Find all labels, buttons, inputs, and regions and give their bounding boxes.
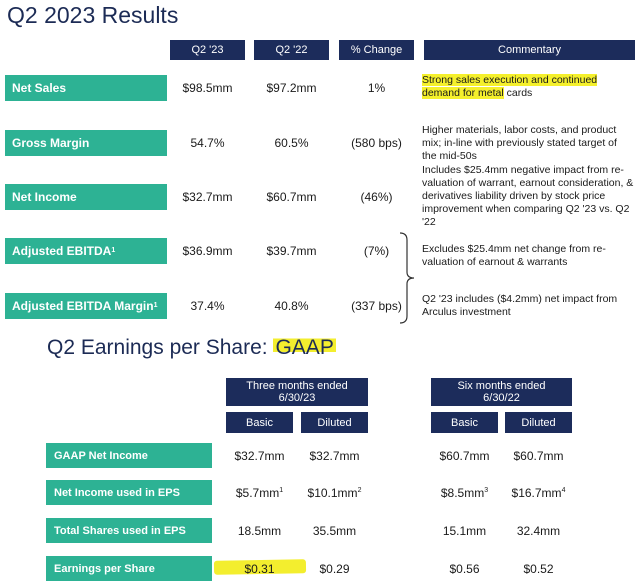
commentary-rest: cards: [503, 87, 533, 99]
value-basic-q2-23: $0.31: [244, 562, 275, 576]
row-label-gross-margin: Gross Margin: [5, 130, 167, 156]
value-diluted-q2-23: 35.5mm: [312, 524, 357, 538]
value-change: (7%): [363, 244, 390, 258]
value-change: (337 bps): [351, 299, 402, 313]
row-label-net-sales: Net Sales: [5, 75, 167, 101]
value-q2-22: $97.2mm: [266, 81, 317, 95]
row-label-earnings-per-share: Earnings per Share: [46, 556, 212, 581]
commentary-adjusted-ebitda: Excludes $25.4mm net change from re-valu…: [422, 243, 606, 268]
value-basic-q2-22: $0.56: [449, 562, 480, 576]
value-q2-23: 54.7%: [190, 136, 225, 150]
value-diluted-q2-23: $10.1mm2: [301, 486, 368, 500]
section-title-text: Q2 Earnings per Share:: [47, 336, 274, 359]
row-label-adjusted-ebitda: Adjusted EBITDA 1: [5, 238, 167, 264]
brace-connector: [399, 232, 415, 324]
value-q2-23: 37.4%: [190, 299, 225, 313]
value-q2-22: $60.7mm: [266, 190, 317, 204]
value-q2-22: 60.5%: [274, 136, 309, 150]
value-q2-23: $32.7mm: [182, 190, 233, 204]
value-text: $16.7mm: [511, 486, 562, 500]
header-six-months: Six months ended 6/30/22: [431, 378, 572, 406]
value-diluted-q2-22: $16.7mm4: [505, 486, 572, 500]
footnote-ref: 1: [279, 487, 284, 494]
row-label-gaap-net-income: GAAP Net Income: [46, 443, 212, 468]
footnote-ref: 2: [357, 487, 362, 494]
value-q2-23: $98.5mm: [182, 81, 233, 95]
label-text: Adjusted EBITDA: [12, 244, 112, 258]
header-q2-23: Q2 '23: [170, 40, 245, 60]
value-diluted-q2-22: $60.7mm: [513, 449, 564, 463]
value-basic-q2-22: 15.1mm: [442, 524, 487, 538]
row-label-adjusted-ebitda-margin: Adjusted EBITDA Margin 1: [5, 293, 167, 319]
header-q2-22: Q2 '22: [254, 40, 329, 60]
header-basic-1: Basic: [226, 412, 293, 433]
commentary-net-sales: Strong sales execution and continued dem…: [422, 74, 634, 100]
row-label-net-income-eps: Net Income used in EPS: [46, 480, 212, 505]
commentary-gross-margin: Higher materials, labor costs, and produ…: [422, 124, 617, 162]
value-text: $5.7mm: [235, 486, 280, 500]
value-diluted-q2-23: $32.7mm: [309, 449, 360, 463]
footnote-ref: 4: [561, 487, 566, 494]
label-text: Adjusted EBITDA Margin: [12, 299, 154, 313]
commentary-adjusted-ebitda-margin: Q2 '23 includes ($4.2mm) net impact from…: [422, 293, 618, 318]
value-q2-23: $36.9mm: [182, 244, 233, 258]
value-diluted-q2-22: $0.52: [523, 562, 554, 576]
value-basic-q2-23: $32.7mm: [234, 449, 285, 463]
header-three-months: Three months ended 6/30/23: [226, 378, 368, 406]
value-basic-q2-23: 18.5mm: [237, 524, 282, 538]
value-change: (46%): [360, 190, 393, 204]
value-q2-22: $39.7mm: [266, 244, 317, 258]
value-q2-22: 40.8%: [274, 299, 309, 313]
value-diluted-q2-23: $0.29: [319, 562, 350, 576]
page-title: Q2 2023 Results: [7, 2, 179, 28]
value-diluted-q2-22: 32.4mm: [516, 524, 561, 538]
value-basic-q2-23: $5.7mm1: [226, 486, 293, 500]
header-diluted-1: Diluted: [301, 412, 368, 433]
value-basic-q2-22: $60.7mm: [439, 449, 490, 463]
value-change: 1%: [367, 81, 386, 95]
value-change: (580 bps): [351, 136, 402, 150]
row-label-net-income: Net Income: [5, 184, 167, 210]
value-text: $8.5mm: [440, 486, 485, 500]
value-text: $10.1mm: [307, 486, 358, 500]
row-label-total-shares: Total Shares used in EPS: [46, 518, 212, 543]
footnote-ref: 3: [484, 487, 489, 494]
header-basic-2: Basic: [431, 412, 498, 433]
header-commentary: Commentary: [424, 40, 635, 60]
section-title-eps: Q2 Earnings per Share: GAAP: [47, 336, 336, 360]
header-diluted-2: Diluted: [505, 412, 572, 433]
commentary-net-income: Includes $25.4mm negative impact from re…: [422, 164, 634, 228]
highlighted-gaap: GAAP: [273, 336, 336, 359]
header-change: % Change: [339, 40, 414, 60]
value-basic-q2-22: $8.5mm3: [431, 486, 498, 500]
